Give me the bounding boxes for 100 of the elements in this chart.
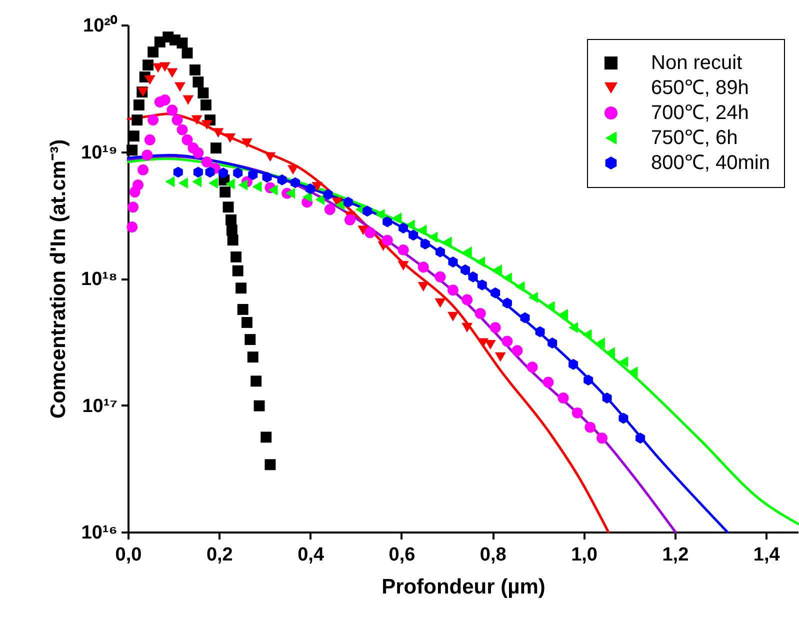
point <box>192 176 202 188</box>
point <box>128 202 138 213</box>
point <box>128 130 140 142</box>
point <box>148 46 159 58</box>
point <box>418 282 429 292</box>
point <box>205 166 215 178</box>
point <box>148 114 159 126</box>
point <box>344 214 356 226</box>
point <box>502 272 512 284</box>
point <box>548 337 558 348</box>
point <box>227 234 238 246</box>
y-tick-label: 10²⁰ <box>83 14 118 36</box>
point <box>198 87 209 98</box>
x-tick-label: 1,2 <box>662 544 689 566</box>
point <box>343 196 353 208</box>
point <box>434 298 446 308</box>
point <box>250 376 262 387</box>
point <box>447 284 458 296</box>
point <box>448 256 458 268</box>
point <box>490 287 500 298</box>
point <box>132 114 143 126</box>
point <box>520 312 530 324</box>
point <box>208 178 218 189</box>
point <box>254 400 265 412</box>
point <box>375 208 385 220</box>
point <box>132 179 144 190</box>
point <box>290 177 300 188</box>
point <box>241 138 252 148</box>
point <box>176 124 188 136</box>
point <box>238 179 248 190</box>
point <box>192 76 204 88</box>
point <box>226 214 236 226</box>
point <box>200 99 212 110</box>
point <box>490 322 501 334</box>
point <box>173 166 183 178</box>
x-tick-label: 1,0 <box>571 544 598 566</box>
point <box>218 168 228 178</box>
point <box>602 392 612 404</box>
x-tick-label: 0,2 <box>206 544 233 566</box>
x-axis-title: Profondeur (µm) <box>382 576 546 598</box>
point <box>428 232 438 243</box>
point <box>358 226 369 236</box>
point <box>262 172 272 183</box>
point <box>222 202 234 213</box>
point <box>193 166 203 178</box>
point <box>582 329 592 340</box>
point <box>502 298 512 309</box>
point <box>142 60 154 71</box>
point <box>478 338 489 348</box>
point <box>528 292 538 303</box>
point <box>247 352 258 363</box>
point <box>224 133 236 143</box>
point <box>618 356 628 368</box>
point <box>558 392 569 404</box>
point <box>572 407 583 418</box>
point <box>494 352 506 362</box>
point <box>142 150 153 161</box>
point <box>241 316 252 328</box>
point <box>144 75 156 85</box>
point <box>420 238 430 250</box>
x-tick-label: 1,4 <box>753 544 780 566</box>
point <box>312 182 323 192</box>
point <box>462 294 473 306</box>
point <box>268 184 278 196</box>
point <box>176 38 188 48</box>
legend-label: 800℃, 40min <box>651 152 770 174</box>
point <box>126 222 138 232</box>
point <box>418 262 429 273</box>
point <box>324 204 336 216</box>
point <box>191 115 202 125</box>
point <box>174 82 186 92</box>
point <box>460 264 470 276</box>
point <box>596 432 608 444</box>
x-tick-label: 0,0 <box>115 544 142 566</box>
point <box>233 168 243 178</box>
point <box>468 271 478 282</box>
point <box>138 164 149 176</box>
y-tick-label: 10¹⁷ <box>82 396 118 417</box>
point <box>618 412 628 424</box>
point <box>462 246 472 258</box>
y-tick-label: 10¹⁹ <box>81 142 118 164</box>
point <box>159 94 170 106</box>
point <box>230 251 242 262</box>
point <box>535 326 545 338</box>
point <box>306 183 316 194</box>
point <box>526 362 538 373</box>
point <box>584 374 594 386</box>
point <box>248 169 258 180</box>
point <box>201 156 212 168</box>
point <box>364 227 376 238</box>
point <box>182 48 193 59</box>
point <box>398 222 408 234</box>
point <box>434 271 446 282</box>
point <box>636 432 646 444</box>
point <box>512 345 523 356</box>
point <box>201 120 212 130</box>
point <box>220 186 231 198</box>
point <box>398 244 409 256</box>
point <box>476 256 486 268</box>
point <box>595 337 605 348</box>
